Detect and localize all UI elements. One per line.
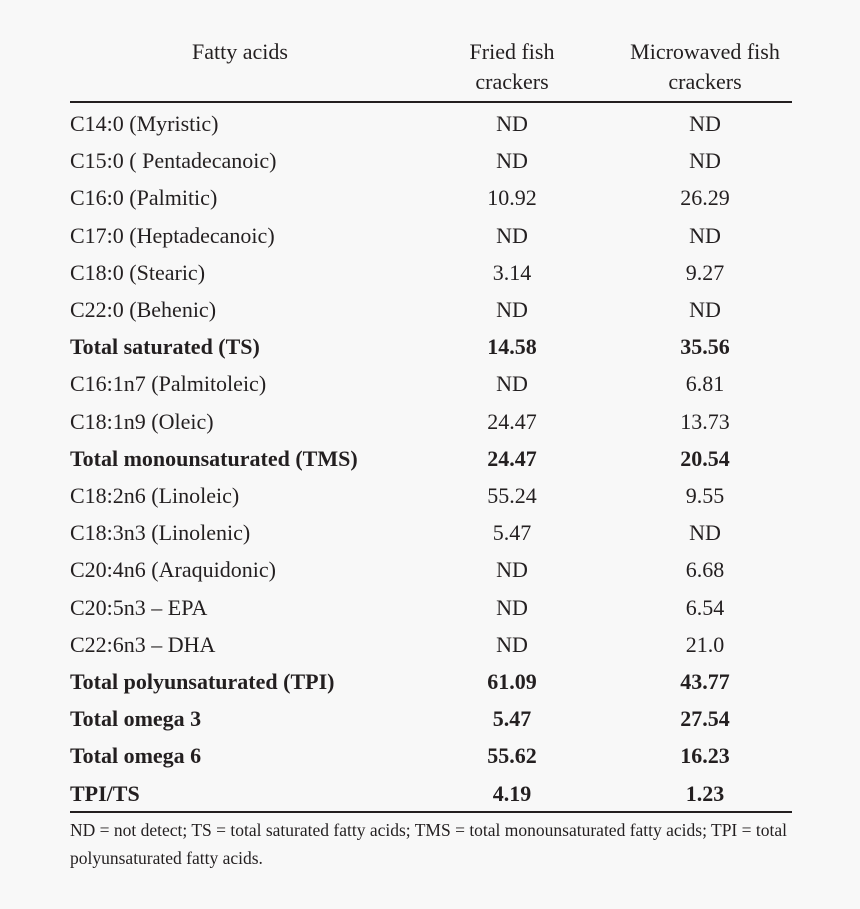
column-header: Microwaved fish [630, 39, 780, 64]
cell-value: ND [496, 111, 528, 136]
cell-value: ND [689, 148, 721, 174]
cell-value: 24.47 [487, 445, 537, 471]
cell-value: 1.23 [685, 780, 725, 806]
cell-value: 27.54 [680, 706, 730, 732]
row-label: C18:2n6 (Linoleic) [70, 483, 240, 508]
row-label: C16:0 (Palmitic) [70, 185, 218, 211]
cell-value: 16.23 [680, 743, 730, 769]
column-header: Fried fish [469, 39, 555, 64]
row-label: Total polyunsaturated (TPI) [70, 669, 335, 694]
cell-value: 21.0 [685, 631, 725, 657]
cell-value: ND [496, 631, 528, 657]
cell-value: 61.09 [487, 669, 537, 694]
cell-value: 55.62 [487, 743, 537, 769]
row-label: C20:5n3 – EPA [70, 594, 208, 620]
cell-value: 3.14 [492, 259, 532, 285]
row-label: Total saturated (TS) [70, 334, 260, 360]
cell-value: 9.55 [685, 483, 725, 508]
cell-value: ND [689, 520, 721, 546]
cell-value: 55.24 [487, 483, 537, 508]
cell-value: ND [496, 148, 528, 174]
cell-value: 13.73 [680, 408, 730, 434]
row-label: C15:0 ( Pentadecanoic) [70, 148, 277, 174]
cell-value: ND [496, 371, 528, 397]
footnote: ND = not detect; TS = total saturated fa… [70, 820, 787, 868]
column-header: Fatty acids [192, 39, 288, 64]
row-label: C17:0 (Heptadecanoic) [70, 222, 275, 248]
cell-value: ND [689, 111, 721, 136]
cell-value: 26.29 [680, 185, 730, 211]
row-label: Total monounsaturated (TMS) [70, 445, 358, 471]
row-label: TPI/TS [70, 780, 140, 806]
cell-value: 9.27 [685, 259, 725, 285]
column-header: crackers [475, 69, 549, 94]
cell-value: 5.47 [492, 520, 532, 546]
row-label: C18:0 (Stearic) [70, 259, 206, 285]
cell-value: 4.19 [492, 780, 532, 806]
cell-value: 6.54 [685, 594, 725, 620]
row-label: C22:6n3 – DHA [70, 631, 216, 657]
row-label: C18:1n9 (Oleic) [70, 408, 214, 434]
top-rule [70, 101, 792, 103]
cell-value: ND [689, 222, 721, 248]
column-header: crackers [668, 69, 742, 94]
cell-value: 43.77 [680, 669, 730, 694]
cell-value: ND [496, 557, 528, 583]
bottom-rule [70, 811, 792, 813]
cell-value: 6.68 [685, 557, 725, 583]
cell-value: 5.47 [492, 706, 532, 732]
cell-value: 14.58 [487, 334, 537, 360]
row-label: C22:0 (Behenic) [70, 297, 217, 322]
row-label: C18:3n3 (Linolenic) [70, 520, 251, 546]
cell-value: 24.47 [487, 408, 537, 434]
cell-value: ND [689, 297, 721, 322]
row-label: Total omega 6 [70, 743, 202, 769]
row-label: C14:0 (Myristic) [70, 111, 219, 136]
cell-value: ND [496, 222, 528, 248]
cell-value: 20.54 [680, 445, 730, 471]
cell-value: 10.92 [487, 185, 537, 211]
cell-value: ND [496, 297, 528, 322]
row-label: Total omega 3 [70, 706, 202, 732]
cell-value: 6.81 [685, 371, 725, 397]
cell-value: ND [496, 594, 528, 620]
row-label: C20:4n6 (Araquidonic) [70, 557, 276, 583]
cell-value: 35.56 [680, 334, 730, 360]
row-label: C16:1n7 (Palmitoleic) [70, 371, 267, 397]
